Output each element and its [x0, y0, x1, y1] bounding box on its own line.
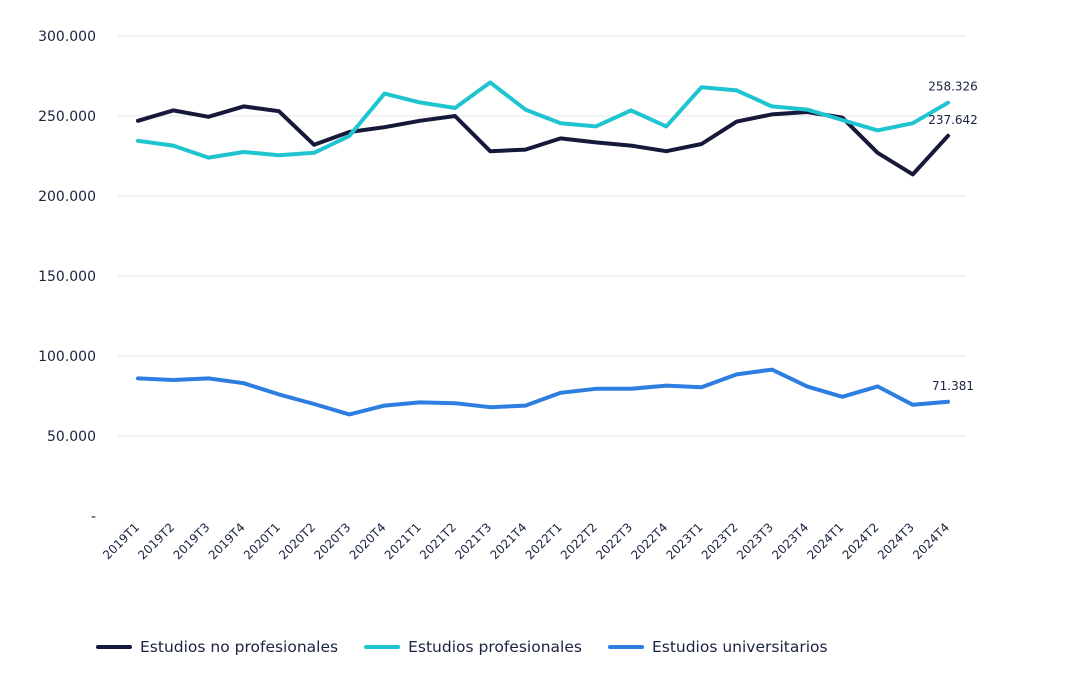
legend-item: Estudios profesionales: [364, 638, 582, 656]
legend-swatch: [96, 645, 132, 649]
x-tick-label: 2020T1: [241, 520, 283, 562]
legend-swatch: [607, 645, 644, 649]
x-tick-label: 2020T2: [276, 520, 318, 562]
gridlines: [118, 35, 966, 437]
x-tick-label: 2023T1: [664, 520, 706, 562]
legend-label: Estudios no profesionales: [140, 638, 339, 656]
x-axis-ticks: 2019T12019T22019T32019T42020T12020T22020…: [100, 520, 952, 562]
y-tick-label: 100.000: [38, 349, 96, 365]
legend-label: Estudios universitarios: [651, 638, 828, 656]
x-tick-label: 2023T3: [734, 520, 776, 562]
series-lines: [136, 80, 950, 417]
x-tick-label: 2020T4: [347, 520, 389, 562]
end-value-label: 71.381: [932, 379, 974, 393]
x-tick-label: 2021T3: [452, 520, 494, 562]
end-value-label: 258.326: [928, 80, 978, 94]
x-tick-label: 2023T2: [699, 520, 741, 562]
x-tick-label: 2022T3: [593, 520, 635, 562]
x-tick-label: 2019T2: [135, 520, 177, 562]
x-tick-label: 2024T4: [910, 520, 952, 562]
x-tick-label: 2021T2: [417, 520, 459, 562]
end-labels: 237.642 258.326 71.381: [928, 80, 978, 393]
legend-swatch: [364, 645, 401, 649]
x-tick-label: 2024T2: [840, 520, 882, 562]
y-tick-label: 200.000: [38, 189, 96, 205]
x-tick-label: 2023T4: [769, 520, 811, 562]
legend-item: Estudios universitarios: [607, 638, 828, 656]
x-tick-label: 2024T3: [875, 520, 917, 562]
series-line-1: [136, 80, 950, 160]
y-tick-label: 50.000: [47, 429, 96, 445]
legend-label: Estudios profesionales: [408, 638, 582, 656]
x-tick-label: 2022T4: [628, 520, 670, 562]
x-tick-label: 2021T4: [487, 520, 529, 562]
legend-item: Estudios no profesionales: [96, 638, 338, 656]
x-tick-label: 2024T1: [804, 520, 846, 562]
end-value-label: 237.642: [928, 113, 978, 127]
y-tick-label: -: [91, 509, 96, 525]
x-tick-label: 2020T3: [311, 520, 353, 562]
x-tick-label: 2021T1: [382, 520, 424, 562]
y-tick-label: 250.000: [38, 109, 96, 125]
series-line-2: [136, 367, 950, 417]
y-tick-label: 300.000: [38, 29, 96, 45]
x-tick-label: 2019T4: [206, 520, 248, 562]
x-tick-label: 2022T1: [523, 520, 565, 562]
x-tick-label: 2019T1: [100, 520, 142, 562]
x-tick-label: 2019T3: [170, 520, 212, 562]
legend: Estudios no profesionales Estudios profes…: [96, 638, 828, 656]
y-tick-label: 150.000: [38, 269, 96, 285]
y-axis-ticks: - 50.000 100.000 150.000 200.000 250.000 300.0…: [38, 29, 96, 525]
x-tick-label: 2022T2: [558, 520, 600, 562]
